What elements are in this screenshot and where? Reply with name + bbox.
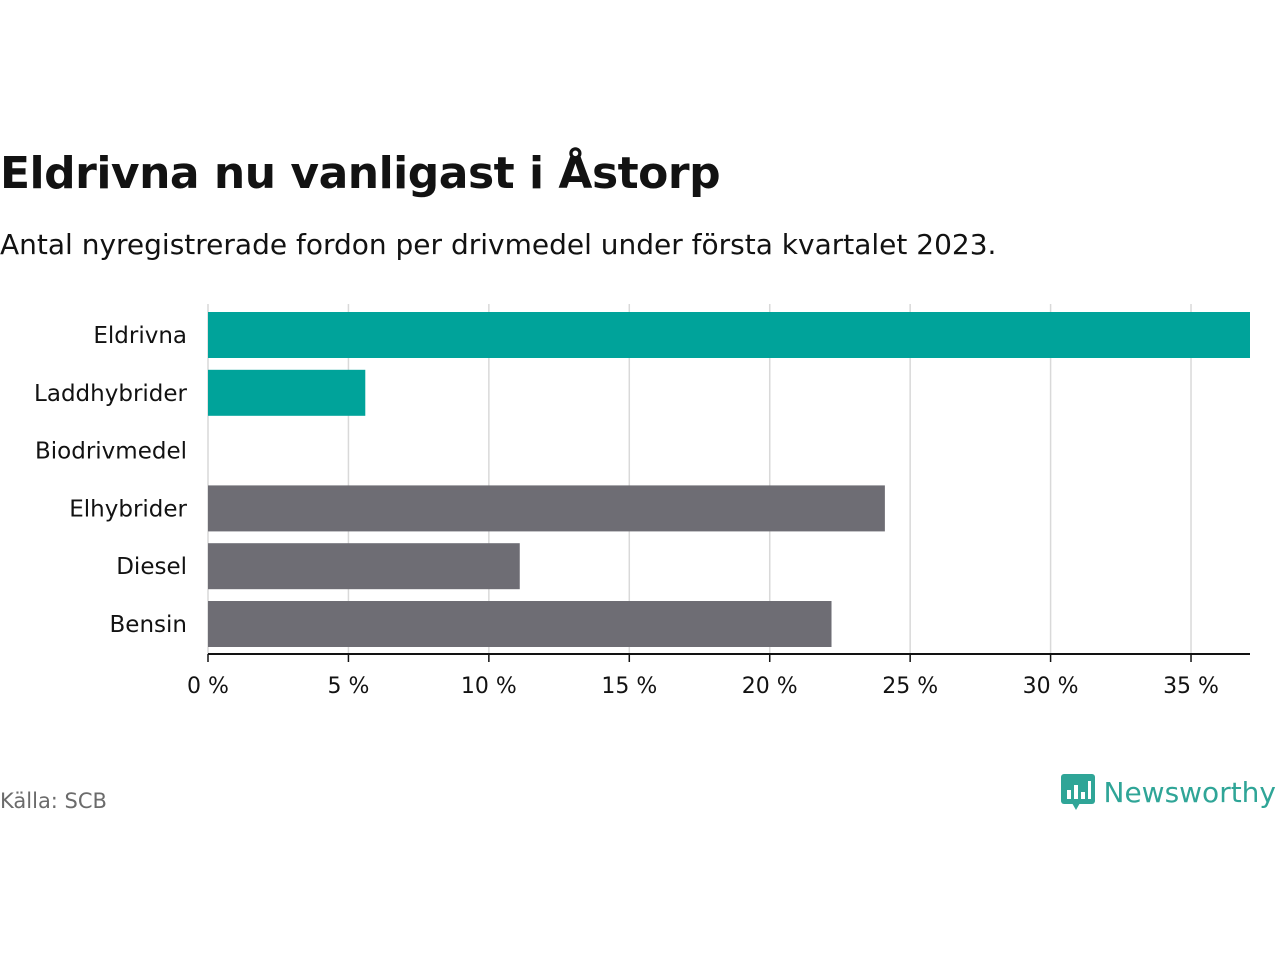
- bar-elhybrider: [208, 485, 885, 532]
- bar-eldrivna: [208, 312, 1250, 358]
- bar-laddhybrider: [208, 369, 366, 416]
- brand-logo: Newsworthy: [1060, 772, 1277, 812]
- newsworthy-logo-icon: [1060, 774, 1095, 810]
- x-tick-label: 0 %: [187, 674, 229, 699]
- gridlines: [207, 304, 1192, 654]
- category-label: Laddhybrider: [34, 381, 187, 407]
- chart-subtitle: Antal nyregistrerade fordon per drivmede…: [0, 228, 997, 261]
- category-labels: Eldrivna Laddhybrider Biodrivmedel Elhybrid…: [34, 323, 187, 638]
- x-axis: 0 % 5 % 10 % 15 % 20 % 25 % 30 % 35 %: [187, 653, 1250, 699]
- category-label: Diesel: [116, 554, 187, 580]
- x-tick-label: 30 %: [1023, 674, 1079, 699]
- category-label: Elhybrider: [69, 496, 187, 522]
- bars: [208, 312, 1250, 647]
- x-tick-label: 25 %: [882, 674, 938, 699]
- category-label: Eldrivna: [93, 323, 187, 349]
- source-note: Källa: SCB: [0, 789, 107, 813]
- brand-name: Newsworthy: [1103, 775, 1277, 809]
- x-tick-label: 20 %: [742, 674, 798, 699]
- bar-bensin: [208, 601, 832, 647]
- bar-diesel: [208, 543, 520, 590]
- bar-chart: 0 % 5 % 10 % 15 % 20 % 25 % 30 % 35 % Eldrivna L…: [34, 304, 1250, 699]
- chart-title: Eldrivna nu vanligast i Åstorp: [0, 148, 721, 199]
- x-tick-label: 35 %: [1163, 674, 1219, 699]
- x-tick-label: 5 %: [327, 674, 369, 699]
- category-label: Biodrivmedel: [35, 439, 187, 465]
- category-label: Bensin: [110, 612, 187, 638]
- x-tick-label: 10 %: [461, 674, 517, 699]
- x-tick-label: 15 %: [601, 674, 657, 699]
